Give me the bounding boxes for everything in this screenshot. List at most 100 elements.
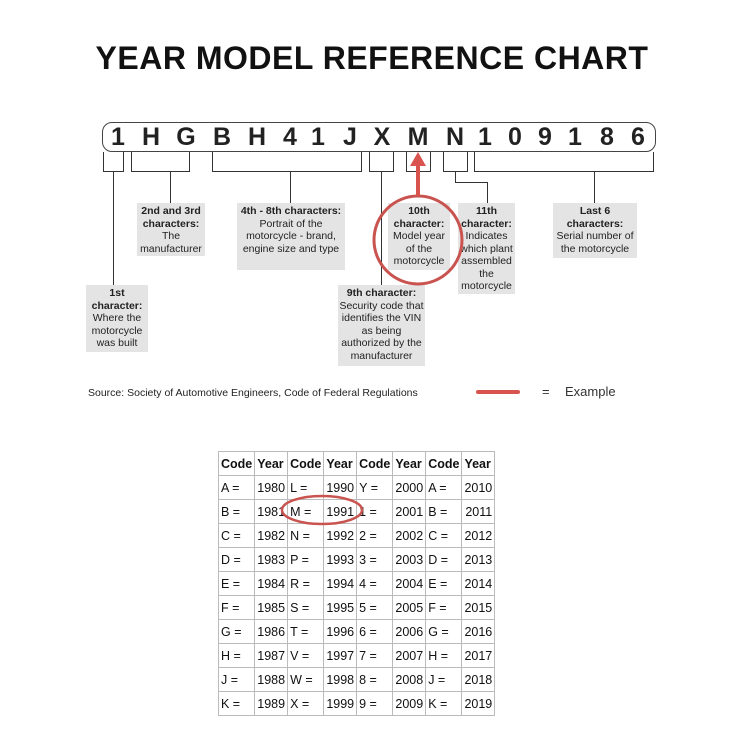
vin-char: 1 bbox=[111, 123, 125, 151]
column-header: Code bbox=[287, 451, 325, 476]
year-cell: 1997 bbox=[323, 643, 358, 668]
code-cell: C = bbox=[425, 523, 463, 548]
year-cell: 2019 bbox=[461, 691, 496, 716]
column-header: Year bbox=[392, 451, 427, 476]
table-row: F = 1985 S = 1995 5 = 2005 F = 2015 bbox=[217, 595, 496, 620]
year-cell: 1992 bbox=[323, 523, 358, 548]
code-cell: F = bbox=[217, 595, 256, 620]
code-cell: 1 = bbox=[356, 499, 394, 524]
code-cell: A = bbox=[217, 475, 256, 500]
year-cell: 1987 bbox=[254, 643, 289, 668]
label-4th-8th: 4th - 8th characters: Portrait of the mot… bbox=[237, 203, 345, 270]
code-cell: T = bbox=[287, 619, 325, 644]
year-cell: 1995 bbox=[323, 595, 358, 620]
year-cell: 2008 bbox=[392, 667, 427, 692]
code-cell: K = bbox=[217, 691, 256, 716]
table-row: C = 1982 N = 1992 2 = 2002 C = 2012 bbox=[217, 523, 496, 548]
table-row: A = 1980 L = 1990 Y = 2000 A = 2010 bbox=[217, 475, 496, 500]
code-cell: 9 = bbox=[356, 691, 394, 716]
code-cell: Y = bbox=[356, 475, 394, 500]
year-cell: 2007 bbox=[392, 643, 427, 668]
bracket-9th bbox=[369, 152, 394, 172]
year-cell: 1989 bbox=[254, 691, 289, 716]
vin-char: G bbox=[176, 123, 196, 151]
code-cell: G = bbox=[425, 619, 463, 644]
vin-char: 6 bbox=[631, 123, 645, 151]
code-cell: D = bbox=[217, 547, 256, 572]
code-cell: P = bbox=[287, 547, 325, 572]
year-cell: 2003 bbox=[392, 547, 427, 572]
code-cell: A = bbox=[425, 475, 463, 500]
code-cell: H = bbox=[217, 643, 256, 668]
code-cell: S = bbox=[287, 595, 325, 620]
year-cell: 2011 bbox=[461, 499, 496, 524]
code-cell: H = bbox=[425, 643, 463, 668]
code-cell: 5 = bbox=[356, 595, 394, 620]
year-cell: 2001 bbox=[392, 499, 427, 524]
stem-11th bbox=[455, 172, 456, 182]
vin-char: H bbox=[247, 123, 267, 151]
vin-char: 1 bbox=[311, 123, 325, 151]
year-cell: 2010 bbox=[461, 475, 496, 500]
stem-last bbox=[594, 172, 595, 203]
legend-equals: = bbox=[542, 384, 550, 399]
code-cell: B = bbox=[425, 499, 463, 524]
year-cell: 1986 bbox=[254, 619, 289, 644]
year-cell: 2004 bbox=[392, 571, 427, 596]
stem-2nd bbox=[170, 172, 171, 203]
year-cell: 1988 bbox=[254, 667, 289, 692]
label-1st: 1st character: Where the motorcycle was b… bbox=[86, 285, 148, 352]
vin-char: M bbox=[407, 123, 429, 151]
year-cell: 2016 bbox=[461, 619, 496, 644]
year-cell: 1998 bbox=[323, 667, 358, 692]
bracket-2nd bbox=[131, 152, 190, 172]
year-cell: 2006 bbox=[392, 619, 427, 644]
column-header: Year bbox=[323, 451, 358, 476]
year-cell: 2017 bbox=[461, 643, 496, 668]
vin-char: 9 bbox=[538, 123, 552, 151]
stem-1st bbox=[113, 172, 114, 285]
year-cell: 1983 bbox=[254, 547, 289, 572]
code-cell: R = bbox=[287, 571, 325, 596]
code-cell: X = bbox=[287, 691, 325, 716]
year-cell: 1984 bbox=[254, 571, 289, 596]
column-header: Code bbox=[217, 451, 256, 476]
table-row: G = 1986 T = 1996 6 = 2006 G = 2016 bbox=[217, 619, 496, 644]
code-cell: 2 = bbox=[356, 523, 394, 548]
label-2nd-3rd: 2nd and 3rd characters: The manufacturer bbox=[137, 203, 205, 256]
stem-4th bbox=[290, 172, 291, 203]
year-cell: 1990 bbox=[323, 475, 358, 500]
year-cell: 1981 bbox=[254, 499, 289, 524]
bracket-last bbox=[474, 152, 654, 172]
code-cell: F = bbox=[425, 595, 463, 620]
year-cell: 2009 bbox=[392, 691, 427, 716]
year-cell: 1996 bbox=[323, 619, 358, 644]
label-11th: 11th character: Indicates which plant ass… bbox=[458, 203, 515, 294]
vin-char: 8 bbox=[600, 123, 614, 151]
code-cell: E = bbox=[217, 571, 256, 596]
year-cell: 1982 bbox=[254, 523, 289, 548]
year-cell: 2018 bbox=[461, 667, 496, 692]
code-cell: L = bbox=[287, 475, 325, 500]
legend-example: Example bbox=[565, 384, 616, 399]
vin-char: 0 bbox=[508, 123, 522, 151]
vin-char: X bbox=[373, 123, 391, 151]
vin-box bbox=[102, 122, 656, 152]
code-cell: E = bbox=[425, 571, 463, 596]
code-cell: 6 = bbox=[356, 619, 394, 644]
code-cell: W = bbox=[287, 667, 325, 692]
column-header: Code bbox=[356, 451, 394, 476]
year-cell: 2000 bbox=[392, 475, 427, 500]
code-cell: J = bbox=[217, 667, 256, 692]
page-title: YEAR MODEL REFERENCE CHART bbox=[95, 40, 649, 76]
year-cell: 1993 bbox=[323, 547, 358, 572]
year-cell: 2002 bbox=[392, 523, 427, 548]
bracket-10th bbox=[406, 152, 431, 172]
column-header: Code bbox=[425, 451, 463, 476]
code-cell: J = bbox=[425, 667, 463, 692]
vin-char: 1 bbox=[568, 123, 582, 151]
year-cell: 2013 bbox=[461, 547, 496, 572]
table-row: H = 1987 V = 1997 7 = 2007 H = 2017 bbox=[217, 643, 496, 668]
vin-char: B bbox=[212, 123, 232, 151]
